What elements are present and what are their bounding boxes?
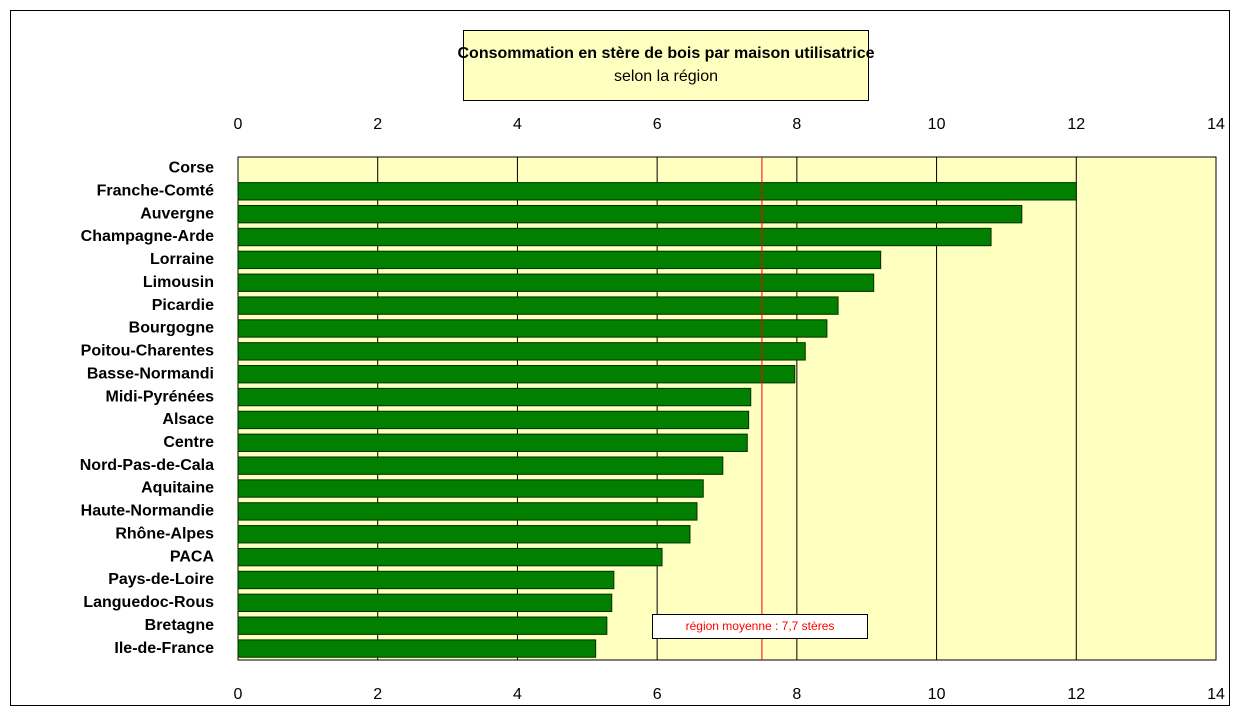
bar	[237, 502, 698, 521]
y-tick-label: Limousin	[143, 274, 214, 291]
x-tick-label-top: 10	[928, 116, 946, 133]
bar	[237, 204, 1023, 224]
y-tick-label: Haute-Normandie	[81, 503, 214, 520]
title-box	[463, 30, 869, 101]
bar	[237, 616, 608, 635]
y-tick-label: PACA	[170, 548, 215, 565]
y-tick-label: Poitou-Charentes	[81, 343, 214, 360]
chart-subtitle: selon la région	[614, 68, 718, 85]
x-tick-label-top: 0	[234, 116, 243, 133]
bar	[237, 273, 875, 292]
bar	[237, 639, 597, 658]
bar	[237, 547, 663, 567]
x-tick-label-bottom: 6	[653, 686, 662, 703]
bar	[237, 342, 806, 361]
x-tick-label-bottom: 8	[792, 686, 801, 703]
annotation-box	[652, 614, 868, 639]
x-tick-label-top: 14	[1207, 116, 1225, 133]
bar	[237, 525, 691, 544]
bar	[237, 570, 615, 590]
bar	[237, 296, 839, 315]
bar	[237, 479, 704, 498]
y-tick-label: Franche-Comté	[97, 183, 214, 200]
bar	[237, 227, 992, 247]
y-tick-label: Languedoc-Rous	[83, 594, 214, 611]
bar	[237, 433, 748, 452]
bar	[237, 365, 796, 384]
x-tick-label-bottom: 4	[513, 686, 522, 703]
y-tick-label: Bretagne	[145, 617, 214, 634]
x-tick-label-bottom: 12	[1067, 686, 1085, 703]
y-tick-label: Aquitaine	[141, 480, 214, 497]
bar	[237, 593, 613, 613]
bar	[237, 319, 828, 338]
annotation: région moyenne : 7,7 stères	[686, 619, 835, 633]
y-tick-label: Basse-Normandi	[87, 365, 214, 382]
bar	[237, 182, 1077, 201]
y-tick-label: Rhône-Alpes	[115, 525, 214, 542]
bar	[237, 250, 882, 270]
y-tick-label: Picardie	[152, 297, 214, 314]
chart-title: Consommation en stère de bois par maison…	[458, 45, 875, 62]
x-tick-label-bottom: 14	[1207, 686, 1225, 703]
y-tick-label: Champagne-Arde	[81, 228, 214, 245]
x-tick-label-top: 4	[513, 116, 522, 133]
x-tick-label-bottom: 10	[928, 686, 946, 703]
bar	[237, 387, 752, 407]
y-tick-label: Bourgogne	[129, 320, 214, 337]
y-tick-label: Corse	[169, 160, 214, 177]
y-tick-label: Centre	[163, 434, 214, 451]
y-tick-label: Auvergne	[140, 205, 214, 222]
bar	[237, 410, 750, 430]
x-tick-label-top: 8	[792, 116, 801, 133]
y-tick-label: Lorraine	[150, 251, 214, 268]
y-tick-label: Pays-de-Loire	[108, 571, 214, 588]
x-tick-label-top: 6	[653, 116, 662, 133]
bar	[237, 456, 724, 475]
y-tick-label: Ile-de-France	[114, 640, 214, 657]
x-tick-label-top: 2	[373, 116, 382, 133]
y-tick-label: Alsace	[162, 411, 214, 428]
y-tick-label: Nord-Pas-de-Cala	[80, 457, 214, 474]
y-tick-label: Midi-Pyrénées	[106, 388, 215, 405]
x-tick-label-top: 12	[1067, 116, 1085, 133]
x-tick-label-bottom: 2	[373, 686, 382, 703]
x-tick-label-bottom: 0	[234, 686, 243, 703]
